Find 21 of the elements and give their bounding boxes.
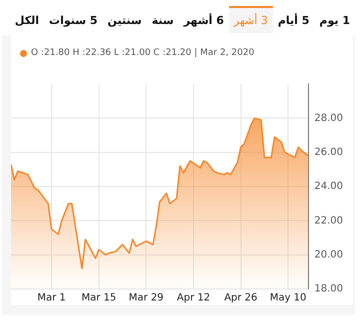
x-tick-label: Mar 29 xyxy=(128,292,164,304)
x-tick-label: May 10 xyxy=(270,292,306,304)
x-tick-label: Mar 15 xyxy=(81,292,116,304)
x-tick-label: Apr 26 xyxy=(224,292,258,304)
text: 5 أيام xyxy=(276,12,310,29)
text: سنتين xyxy=(106,13,143,29)
y-tick-label: 22.00 xyxy=(314,215,344,226)
y-tick-label: 18.00 xyxy=(314,284,344,295)
text: 5 سنوات xyxy=(48,13,99,29)
text: الكل xyxy=(14,13,40,29)
y-tick-label: 24.00 xyxy=(314,181,344,192)
x-tick-label: Mar 1 xyxy=(37,292,66,304)
text: 3 أشهر xyxy=(228,6,273,33)
y-tick-label: 28.00 xyxy=(314,112,344,124)
chart-subtitle: O :21.80 H :22.36 L :21.00 C :21.20 | Mar 2, 2020 xyxy=(31,48,254,58)
x-tick-label: Apr 12 xyxy=(176,292,210,304)
text: سنة xyxy=(150,13,175,29)
text: 6 أشهر xyxy=(182,12,225,29)
text: 1 يوم xyxy=(318,13,351,29)
y-tick-label: 20.00 xyxy=(314,249,344,260)
y-tick-label: 26.00 xyxy=(314,146,344,158)
